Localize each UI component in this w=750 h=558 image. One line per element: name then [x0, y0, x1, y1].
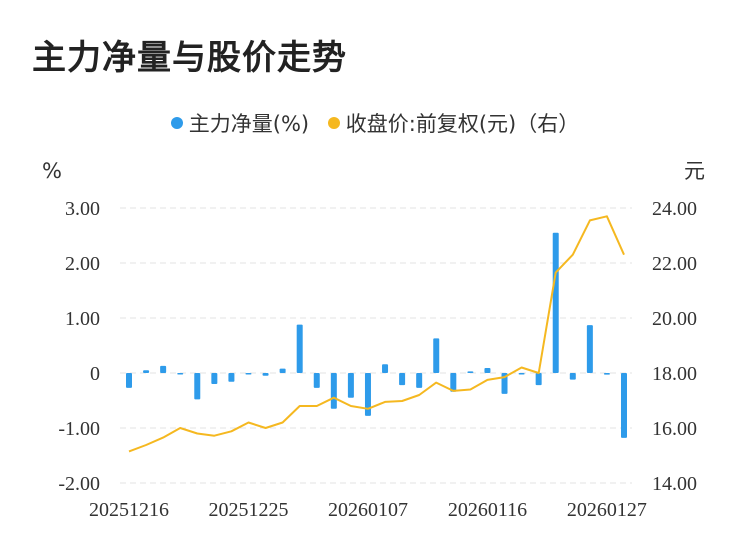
- right-tick-label: 18.00: [652, 363, 697, 385]
- net-bar: [518, 373, 525, 375]
- left-tick-label: 2.00: [65, 253, 100, 275]
- net-bar: [535, 373, 542, 386]
- legend-item-price[interactable]: 收盘价:前复权(元)（右）: [327, 108, 580, 138]
- net-bar: [177, 373, 184, 375]
- net-bar: [160, 365, 167, 373]
- x-tick-label: 20260107: [328, 499, 408, 521]
- net-bar: [296, 324, 303, 373]
- net-bar: [262, 373, 269, 376]
- legend-net-label: 主力净量(%): [188, 112, 310, 136]
- left-axis-unit: %: [42, 159, 62, 183]
- net-bar: [126, 373, 132, 388]
- net-bars: [126, 232, 627, 438]
- price-line-group: [128, 215, 625, 453]
- net-bar: [279, 368, 286, 373]
- left-axis-labels: 3.00 2.00 1.00 0 -1.00 -2.00: [58, 198, 100, 495]
- net-bar: [450, 373, 457, 392]
- net-bar: [484, 368, 491, 373]
- net-bar: [569, 373, 576, 380]
- net-bar: [330, 373, 337, 409]
- net-bar: [228, 373, 235, 382]
- x-axis-labels: 20251216 20251225 20260107 20260116 20260127: [89, 499, 647, 521]
- net-bar: [382, 364, 389, 373]
- net-bar: [621, 373, 627, 438]
- left-tick-label: 1.00: [65, 308, 100, 330]
- price-line: [128, 215, 625, 453]
- net-bar: [245, 373, 252, 375]
- left-tick-label: -2.00: [58, 473, 100, 495]
- right-tick-label: 20.00: [652, 308, 697, 330]
- net-bar: [433, 338, 440, 373]
- x-tick-label: 20260116: [448, 499, 527, 521]
- right-tick-label: 24.00: [652, 198, 697, 220]
- x-tick-label: 20251225: [208, 499, 288, 521]
- net-bar: [603, 373, 610, 375]
- legend-price-dot: [327, 117, 340, 129]
- legend-item-net[interactable]: 主力净量(%): [170, 108, 310, 138]
- right-axis-unit: 元: [684, 159, 705, 183]
- net-bar: [399, 373, 406, 386]
- legend: 主力净量(%) 收盘价:前复权(元)（右）: [0, 108, 750, 138]
- right-tick-label: 14.00: [652, 473, 697, 495]
- net-bar: [313, 373, 320, 388]
- right-axis-labels: 24.00 22.00 20.00 18.00 16.00 14.00: [652, 198, 697, 495]
- right-tick-label: 22.00: [652, 253, 697, 275]
- net-bar: [364, 373, 371, 416]
- left-tick-label: -1.00: [58, 418, 100, 440]
- legend-net-dot: [170, 117, 183, 129]
- right-tick-label: 16.00: [652, 418, 697, 440]
- left-tick-label: 3.00: [65, 198, 100, 220]
- net-bar: [416, 373, 423, 388]
- net-bar: [211, 373, 218, 384]
- net-bar: [586, 325, 593, 373]
- chart-title: 主力净量与股价走势: [32, 38, 347, 78]
- net-bar: [552, 232, 559, 373]
- gridlines: [120, 207, 632, 484]
- x-tick-label: 20260127: [567, 499, 647, 521]
- left-tick-label: 0: [90, 363, 100, 385]
- net-bar: [143, 370, 150, 373]
- net-bar: [347, 373, 354, 398]
- net-bar: [194, 373, 201, 400]
- net-bar: [467, 371, 474, 373]
- legend-price-label: 收盘价:前复权(元)（右）: [345, 112, 580, 136]
- x-tick-label: 20251216: [89, 499, 169, 521]
